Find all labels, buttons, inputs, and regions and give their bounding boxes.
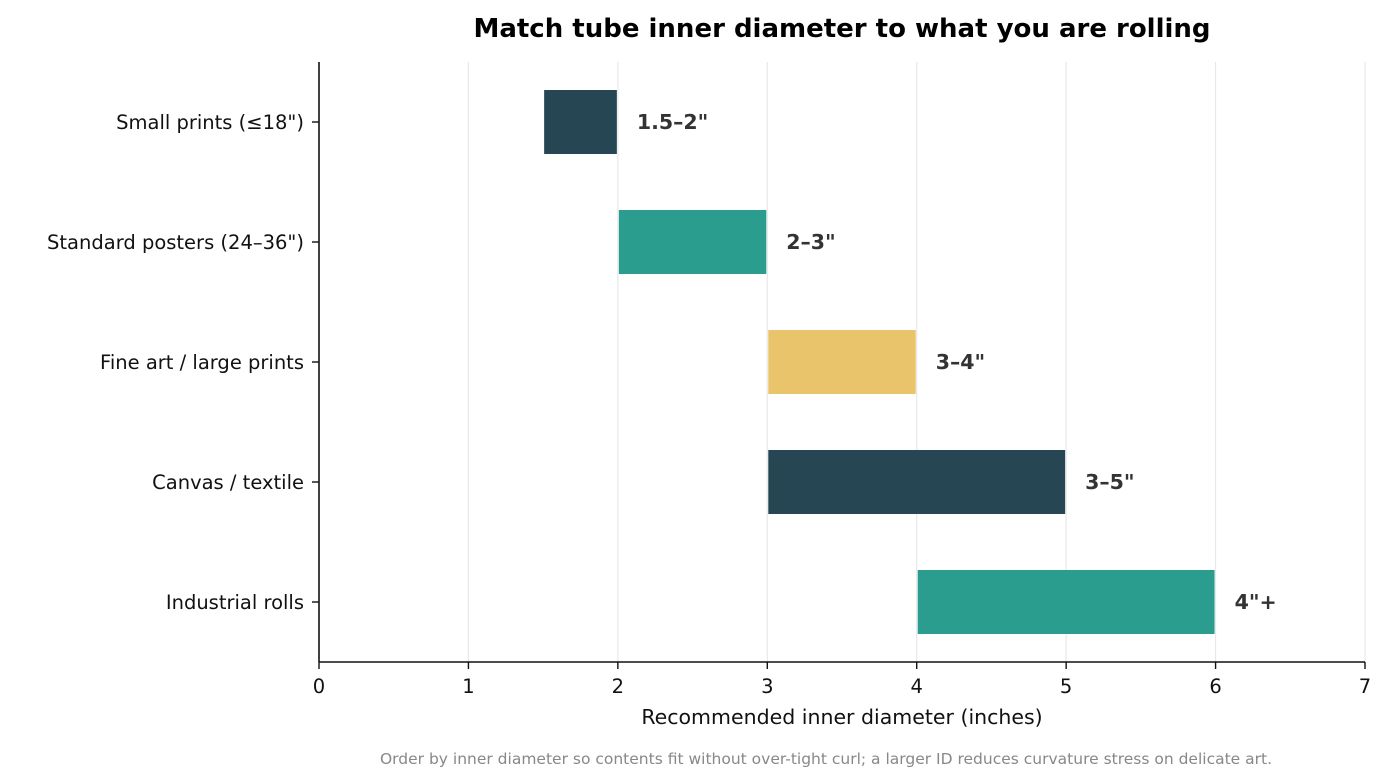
x-tick-label: 2 bbox=[612, 675, 624, 698]
x-tick-label: 7 bbox=[1359, 675, 1371, 698]
tick-labels: 0 1 2 3 4 5 6 7 bbox=[313, 662, 1371, 698]
bar bbox=[618, 210, 767, 274]
category-label: Fine art / large prints bbox=[100, 351, 304, 374]
bar bbox=[768, 450, 1066, 514]
category-label: Canvas / textile bbox=[152, 471, 304, 494]
x-tick-label: 5 bbox=[1060, 675, 1072, 698]
chart-title: Match tube inner diameter to what you ar… bbox=[473, 14, 1210, 44]
x-tick-label: 1 bbox=[462, 675, 474, 698]
category-labels: Small prints (≤18") Standard posters (24–… bbox=[47, 111, 319, 614]
x-axis-title: Recommended inner diameter (inches) bbox=[641, 705, 1042, 729]
bar-value-label: 3–4" bbox=[936, 350, 985, 374]
footnote: Order by inner diameter so contents fit … bbox=[380, 750, 1272, 768]
bar-value-label: 1.5–2" bbox=[637, 110, 709, 134]
bar-value-label: 3–5" bbox=[1085, 470, 1134, 494]
bar-value-label: 2–3" bbox=[786, 230, 835, 254]
category-label: Standard posters (24–36") bbox=[47, 231, 304, 254]
category-label: Industrial rolls bbox=[166, 591, 304, 614]
category-label: Small prints (≤18") bbox=[116, 111, 304, 134]
x-tick-label: 0 bbox=[313, 675, 325, 698]
bar bbox=[917, 570, 1215, 634]
gridlines bbox=[467, 62, 1366, 662]
bar bbox=[768, 330, 916, 394]
x-tick-label: 3 bbox=[761, 675, 773, 698]
x-tick-label: 6 bbox=[1209, 675, 1221, 698]
x-tick-label: 4 bbox=[911, 675, 923, 698]
bar bbox=[544, 90, 617, 154]
bars: 1.5–2" 2–3" 3–4" 3–5" 4"+ bbox=[544, 90, 1277, 634]
bar-value-label: 4"+ bbox=[1235, 590, 1277, 614]
